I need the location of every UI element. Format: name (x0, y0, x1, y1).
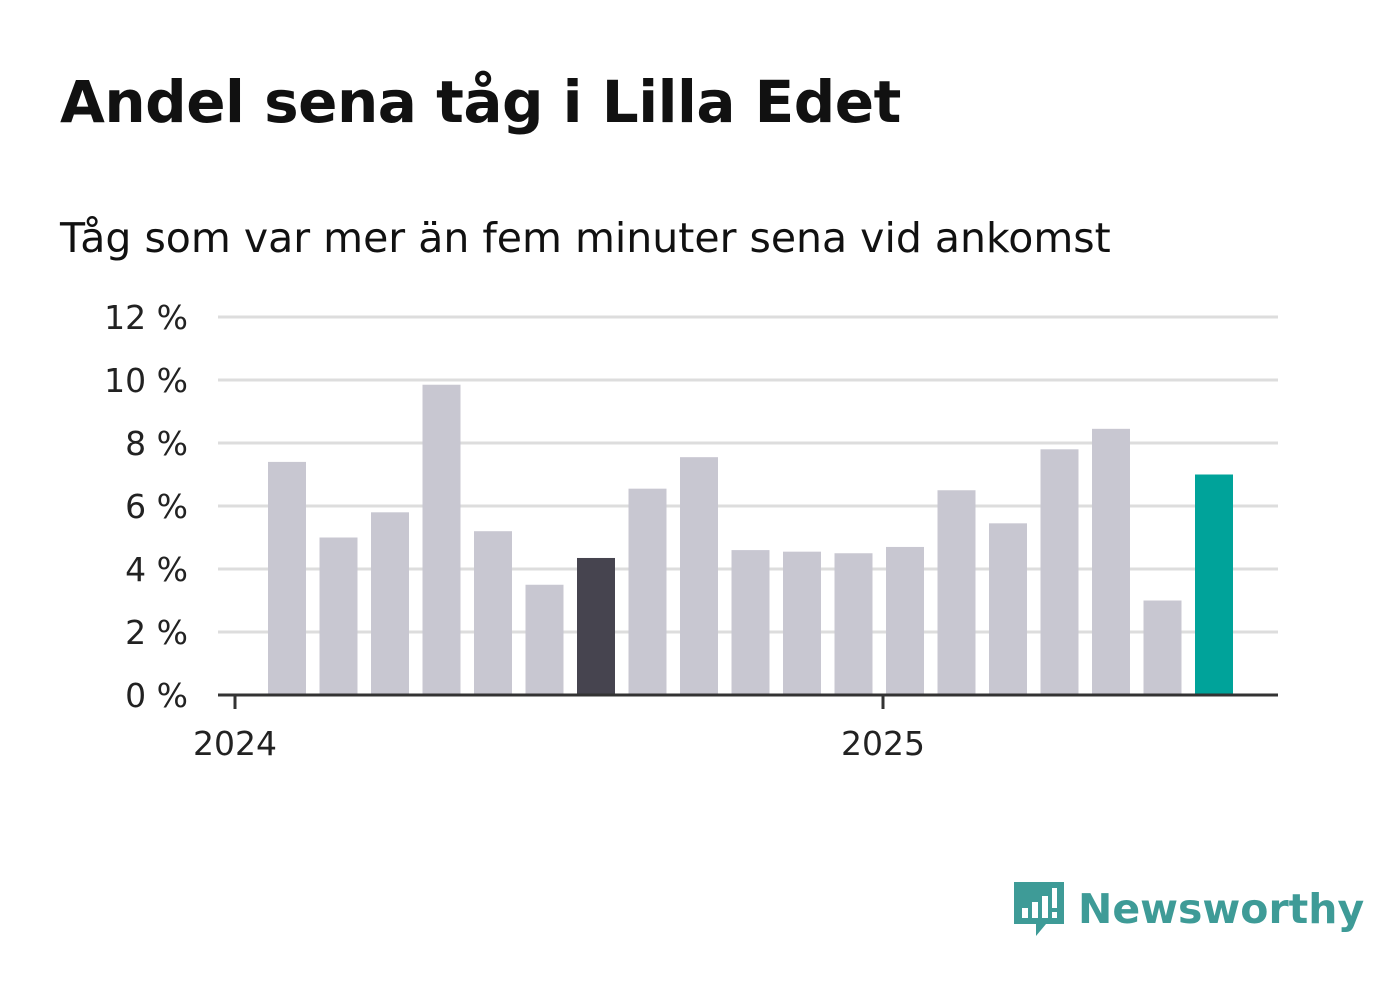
y-tick-label: 10 % (104, 361, 188, 400)
bar-2025-05 (1092, 428, 1130, 695)
bar-2025-02 (937, 490, 976, 695)
bar-2025-03 (989, 523, 1027, 695)
bar-2025-01 (886, 546, 924, 695)
bar-2024-07 (577, 557, 615, 695)
bar-2024-12 (834, 553, 873, 695)
bar-2024-06 (525, 584, 564, 695)
bar-2024-01 (268, 461, 306, 695)
y-tick-label: 6 % (125, 487, 188, 526)
x-axis-ticks: 2024 2025 (193, 695, 925, 763)
y-axis-ticks: 0 % 2 % 4 % 6 % 8 % 10 % 12 % (104, 298, 188, 715)
y-tick-label: 4 % (125, 550, 188, 589)
bar-2024-02 (319, 537, 358, 695)
bar-2024-04 (422, 384, 461, 695)
bar-2025-07 (1195, 474, 1233, 695)
bars (268, 384, 1233, 695)
y-tick-label: 2 % (125, 613, 188, 652)
x-tick-label: 2025 (841, 724, 925, 763)
brand-name: Newsworthy (1078, 885, 1365, 933)
bar-2024-05 (474, 531, 512, 695)
y-tick-label: 8 % (125, 424, 188, 463)
bar-2024-11 (783, 551, 821, 695)
bar-2025-06 (1143, 600, 1182, 695)
bar-chart: 0 % 2 % 4 % 6 % 8 % 10 % 12 % 2024 2025 (104, 298, 1278, 763)
y-tick-label: 12 % (104, 298, 188, 337)
bar-2024-03 (371, 512, 409, 695)
chart-subtitle: Tåg som var mer än fem minuter sena vid … (60, 214, 1111, 262)
bar-2025-04 (1040, 449, 1079, 695)
x-tick-label: 2024 (193, 724, 277, 763)
bar-2024-10 (731, 550, 770, 695)
bar-chart-speech-bubble-icon (1014, 882, 1064, 936)
y-tick-label: 0 % (125, 676, 188, 715)
bar-2024-08 (628, 488, 667, 695)
bar-2024-09 (680, 457, 718, 695)
chart-title: Andel sena tåg i Lilla Edet (60, 68, 901, 136)
brand-logo: Newsworthy (1010, 878, 1364, 940)
